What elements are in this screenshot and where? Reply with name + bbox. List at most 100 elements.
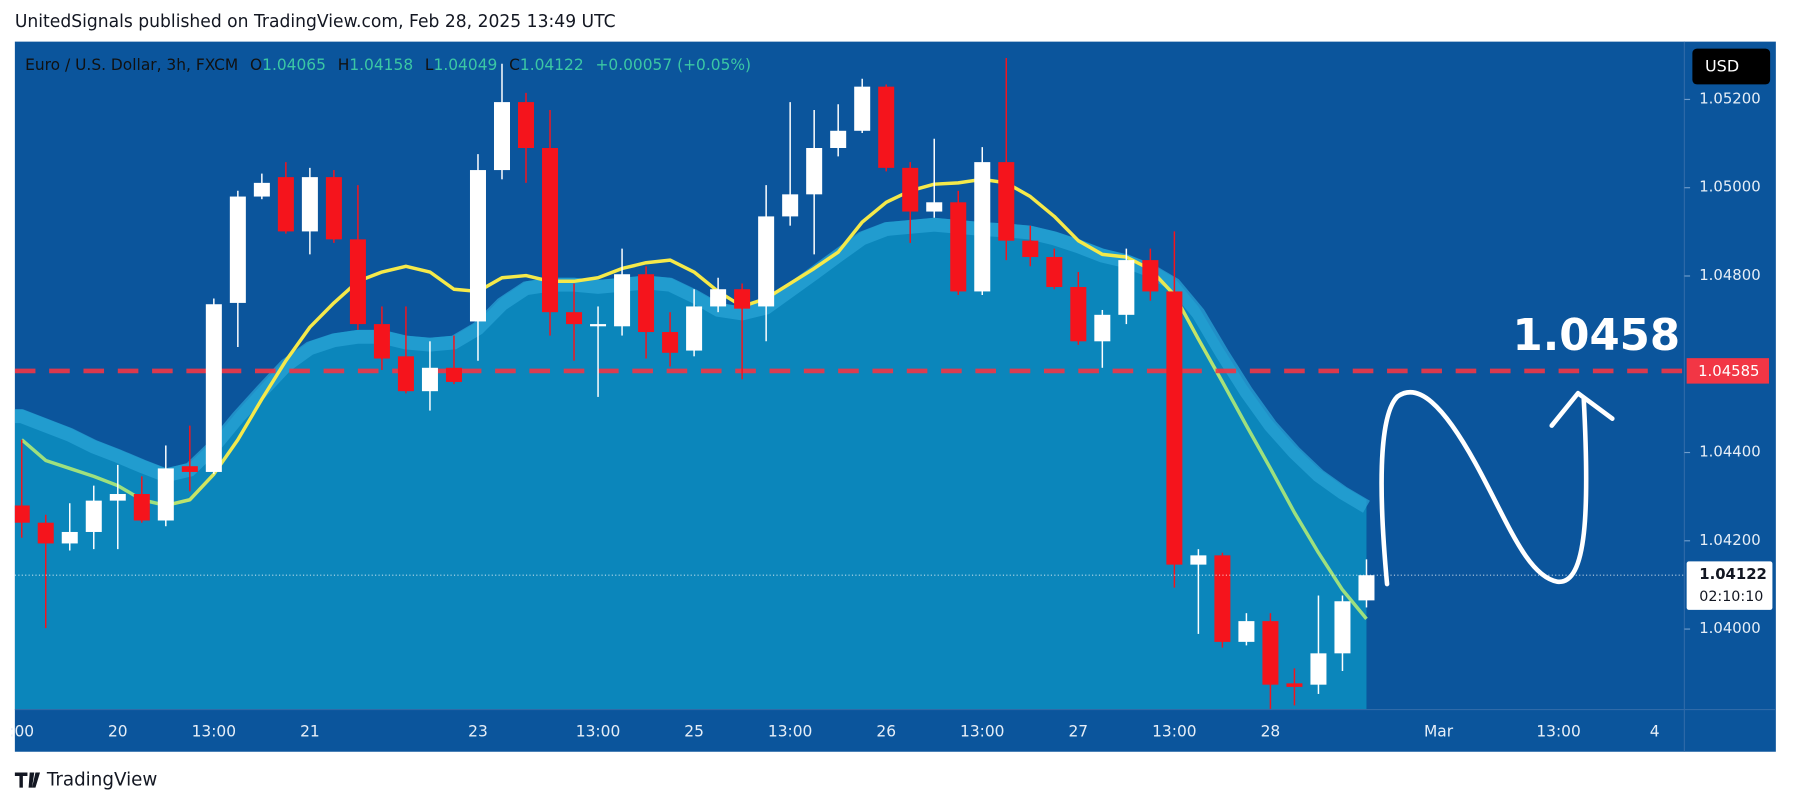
legend-low: 1.04049 — [434, 55, 498, 73]
x-tick-label: 13:00 — [576, 723, 620, 741]
candle-body — [1310, 653, 1327, 685]
legend-low-label: L — [425, 55, 434, 73]
candle-body — [806, 147, 823, 195]
candle-body — [614, 274, 631, 327]
y-tick-label: 1.04000 — [1699, 619, 1760, 637]
legend-high-label: H — [338, 55, 350, 73]
candle-body — [1022, 240, 1039, 258]
last-price-label: 1.04122 — [1699, 565, 1767, 583]
y-tick-label: 1.04400 — [1699, 442, 1760, 460]
target-annotation: 1.0458 — [1513, 310, 1681, 361]
candle-body — [1334, 601, 1351, 654]
candle-body — [253, 182, 270, 197]
candle-body — [229, 196, 246, 303]
candle-body — [590, 324, 607, 327]
candle-body — [301, 177, 318, 232]
x-tick-label: 20 — [108, 723, 128, 741]
x-tick-label: 23 — [468, 723, 488, 741]
candle-body — [758, 216, 775, 307]
candle-body — [638, 274, 655, 333]
plot-area — [14, 57, 1685, 709]
symbol-legend: Euro / U.S. Dollar, 3h, FXCM O1.04065 H1… — [25, 55, 751, 73]
x-tick-label: 27 — [1068, 723, 1088, 741]
legend-close-label: C — [509, 55, 520, 73]
x-tick-label: 25 — [684, 723, 704, 741]
candle-body — [1214, 555, 1231, 642]
y-tick-label: 1.05000 — [1699, 178, 1760, 196]
candle-body — [1046, 257, 1063, 288]
candle-body — [205, 304, 222, 472]
candle-body — [157, 468, 174, 521]
x-tick-label: 26 — [876, 723, 896, 741]
candle-body — [277, 177, 294, 232]
candle-body — [469, 170, 486, 322]
candle-body — [1358, 575, 1375, 601]
x-tick-label: 21 — [300, 723, 320, 741]
candle-body — [1118, 260, 1135, 315]
brand-logo — [14, 772, 41, 788]
candle-body — [710, 289, 727, 307]
candle-body — [926, 202, 943, 212]
brand-name: TradingView — [46, 770, 157, 791]
countdown-label: 02:10:10 — [1699, 589, 1763, 605]
legend-high: 1.04158 — [349, 55, 413, 73]
candle-body — [974, 162, 991, 292]
x-tick-label: :00 — [9, 723, 34, 741]
candle-body — [950, 202, 967, 292]
candle-body — [1094, 314, 1111, 342]
candle-body — [445, 367, 462, 382]
y-tick-label: 1.04200 — [1699, 531, 1760, 549]
candle-body — [566, 312, 583, 325]
x-tick-label: 13:00 — [192, 723, 236, 741]
projection-arrow — [1379, 390, 1589, 587]
currency-button[interactable] — [1692, 48, 1771, 85]
candle-body — [1166, 291, 1183, 565]
candle-body — [878, 86, 895, 168]
candle-body — [1190, 555, 1207, 565]
candle-body — [1142, 260, 1159, 292]
candle-body — [373, 324, 390, 359]
candle-body — [109, 494, 126, 501]
candle-body — [37, 522, 54, 544]
candle-body — [85, 500, 102, 532]
x-tick-label: 4 — [1650, 723, 1660, 741]
candle-body — [830, 130, 847, 148]
candle-body — [421, 367, 438, 392]
candle-body — [902, 167, 919, 212]
candle-body — [662, 332, 679, 353]
x-tick-label: 13:00 — [768, 723, 812, 741]
candle-body — [854, 86, 871, 131]
area-band — [14, 217, 1370, 513]
last-price-box — [1686, 561, 1773, 610]
candle-body — [1238, 621, 1255, 642]
candle-body — [493, 102, 510, 171]
legend-open: 1.04065 — [262, 55, 326, 73]
candle-body — [782, 194, 799, 217]
candle-body — [325, 177, 342, 240]
y-tick-label: 1.05200 — [1699, 89, 1760, 107]
candle-body — [1262, 621, 1279, 685]
candle-body — [133, 494, 150, 521]
level-label: 1.04585 — [1698, 362, 1759, 380]
candle-body — [349, 239, 366, 325]
legend-open-label: O — [250, 55, 262, 73]
candle-body — [61, 531, 78, 544]
x-tick-label: 13:00 — [1536, 723, 1580, 741]
arrow-head — [1549, 390, 1615, 428]
logo-mark — [14, 772, 41, 788]
candle-body — [686, 306, 703, 351]
candle-body — [397, 356, 414, 392]
candle-body — [518, 102, 535, 148]
candle-body — [998, 162, 1015, 241]
legend-close: 1.04122 — [520, 55, 584, 73]
x-tick-label: 28 — [1261, 723, 1281, 741]
symbol-title: Euro / U.S. Dollar, 3h, FXCM — [25, 55, 238, 73]
legend-change: +0.00057 (+0.05%) — [595, 55, 751, 73]
candle-body — [734, 289, 751, 309]
publisher-line: UnitedSignals published on TradingView.c… — [15, 12, 616, 32]
x-tick-label: 13:00 — [1152, 723, 1196, 741]
currency-label[interactable]: USD — [1705, 57, 1739, 76]
candle-body — [542, 147, 559, 313]
